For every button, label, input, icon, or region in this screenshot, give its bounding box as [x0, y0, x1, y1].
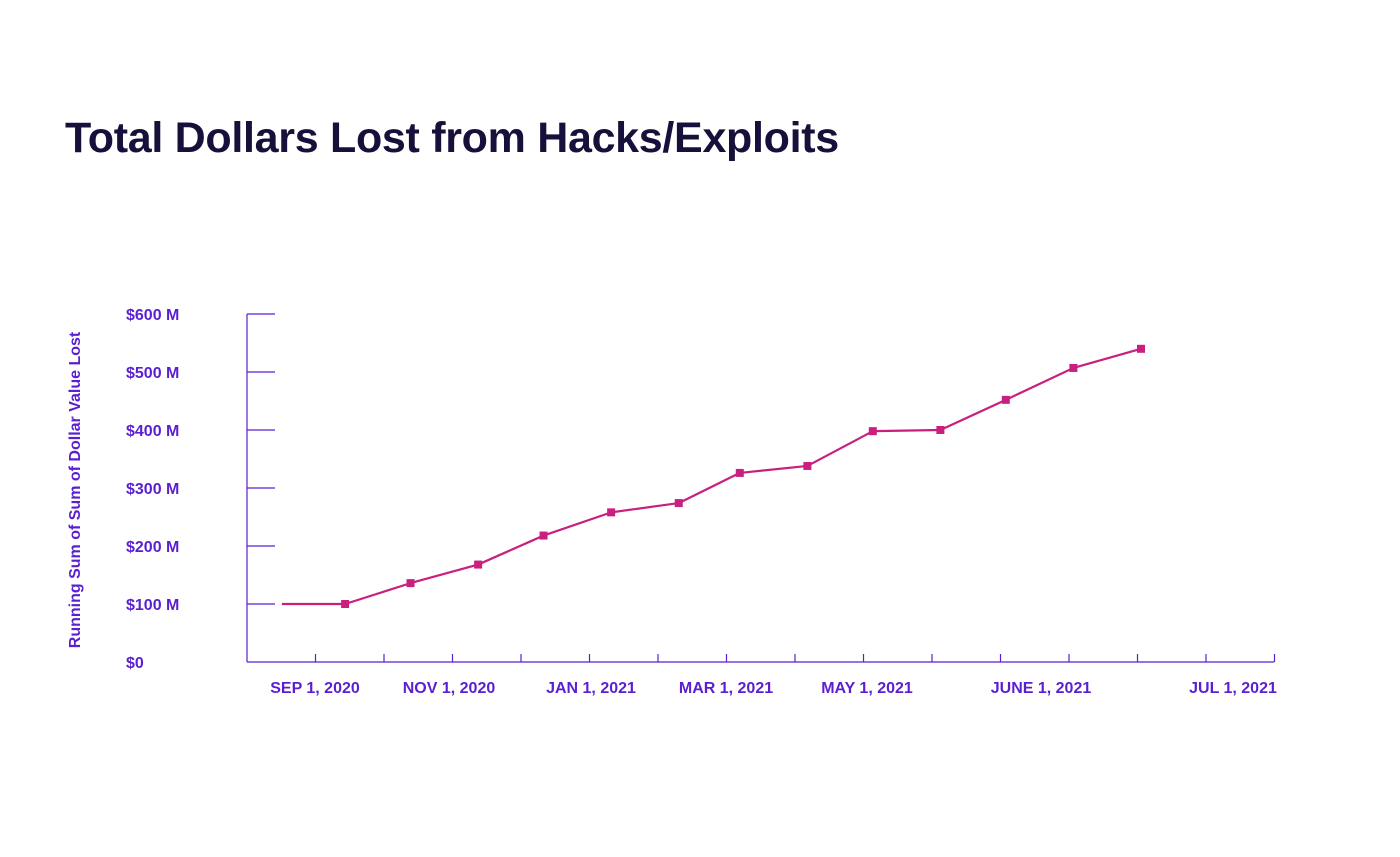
x-tick-label: JUNE 1, 2021 — [991, 680, 1092, 697]
series-layer — [281, 344, 1145, 608]
y-tick-label: $300 M — [126, 481, 179, 498]
series-line — [281, 347, 1142, 606]
y-tick-label: $600 M — [126, 307, 179, 324]
data-point — [539, 531, 548, 540]
data-point — [1069, 363, 1078, 372]
axes — [246, 314, 1274, 663]
y-tick-label: $400 M — [126, 423, 179, 440]
data-point — [474, 560, 483, 569]
data-point — [1001, 395, 1010, 404]
chart-title: Total Dollars Lost from Hacks/Exploits — [65, 114, 839, 162]
x-tick-label: JUL 1, 2021 — [1189, 680, 1277, 697]
data-point — [406, 579, 415, 588]
x-tick-label: NOV 1, 2020 — [403, 680, 496, 697]
x-tick-label: SEP 1, 2020 — [270, 680, 360, 697]
data-point — [341, 600, 350, 608]
y-axis-title: Running Sum of Sum of Dollar Value Lost — [67, 331, 84, 648]
data-point — [674, 499, 683, 508]
x-tick-label: MAR 1, 2021 — [679, 680, 773, 697]
y-tick-label: $500 M — [126, 365, 179, 382]
x-axis-ticks: SEP 1, 2020 NOV 1, 2020 JAN 1, 2021 MAR 1, … — [270, 654, 1277, 697]
y-axis-ticks: $0 $100 M $200 M $300 M $400 M $500 M $600 M — [126, 307, 275, 672]
y-tick-label: $100 M — [126, 597, 179, 614]
data-point — [735, 468, 744, 477]
x-tick-label: JAN 1, 2021 — [546, 680, 636, 697]
data-point — [607, 508, 616, 517]
y-tick-label: $200 M — [126, 539, 179, 556]
data-point — [868, 427, 877, 436]
y-tick-label: $0 — [126, 655, 144, 672]
data-point — [936, 426, 945, 434]
x-tick-label: MAY 1, 2021 — [821, 680, 913, 697]
data-point — [803, 461, 812, 470]
data-point — [1136, 344, 1145, 353]
